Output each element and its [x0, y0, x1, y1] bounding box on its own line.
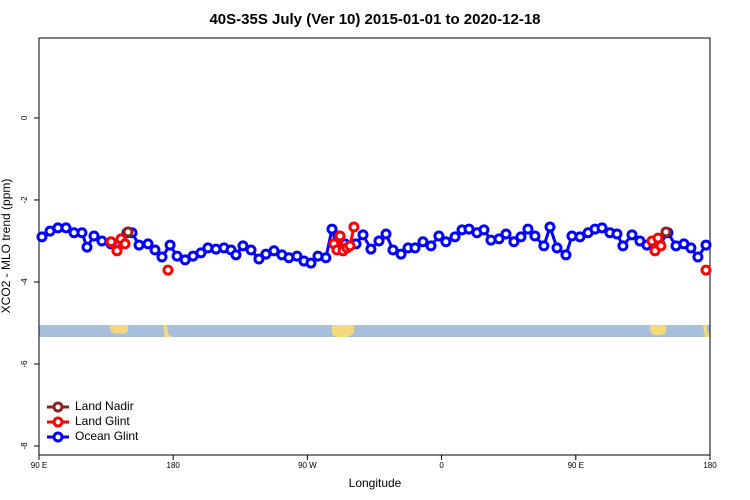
- data-point: [700, 239, 712, 251]
- data-point: [365, 243, 377, 255]
- data-point: [493, 233, 505, 245]
- legend-label: Land Glint: [75, 414, 130, 428]
- data-point: [449, 231, 461, 243]
- data-point: [508, 236, 520, 248]
- data-point: [387, 244, 399, 256]
- data-point: [326, 223, 338, 235]
- map-strip: [39, 325, 710, 338]
- data-point: [105, 236, 117, 248]
- y-tick-label: -2: [20, 196, 29, 204]
- data-point: [60, 222, 72, 234]
- legend-marker: [52, 401, 64, 413]
- data-point: [515, 231, 527, 243]
- data-point: [409, 242, 421, 254]
- x-tick-label: 180: [167, 461, 181, 470]
- legend-label: Land Nadir: [75, 399, 134, 413]
- data-point: [544, 221, 556, 233]
- data-point: [133, 239, 145, 251]
- data-point: [617, 240, 629, 252]
- data-point: [440, 236, 452, 248]
- y-tick-label: 0: [20, 115, 29, 120]
- data-point: [149, 244, 161, 256]
- data-point: [36, 231, 48, 243]
- data-point: [425, 240, 437, 252]
- data-point: [268, 245, 280, 257]
- data-point: [320, 252, 332, 264]
- y-axis-label: XCO2 - MLO trend (ppm): [0, 179, 13, 314]
- data-point: [626, 229, 638, 241]
- y-tick-label: -6: [20, 360, 29, 368]
- legend-marker: [52, 431, 64, 443]
- data-point: [237, 240, 249, 252]
- data-point: [230, 249, 242, 261]
- data-point: [417, 236, 429, 248]
- data-point: [478, 224, 490, 236]
- data-point: [245, 244, 257, 256]
- data-point: [119, 238, 131, 250]
- data-point: [81, 241, 93, 253]
- y-tick-label: -4: [20, 278, 29, 286]
- data-point: [529, 230, 541, 242]
- data-point: [433, 230, 445, 242]
- x-tick-label: 90 E: [568, 461, 584, 470]
- data-point: [88, 230, 100, 242]
- data-point: [253, 253, 265, 265]
- data-point: [156, 251, 168, 263]
- data-point: [538, 240, 550, 252]
- data-point: [96, 235, 108, 247]
- x-tick-label: 180: [703, 461, 717, 470]
- data-point: [111, 245, 123, 257]
- data-point: [76, 227, 88, 239]
- data-point: [122, 226, 134, 238]
- data-point: [596, 222, 608, 234]
- data-point: [305, 257, 317, 269]
- data-point: [380, 228, 392, 240]
- legend-label: Ocean Glint: [75, 429, 139, 443]
- data-point: [560, 249, 572, 261]
- data-point: [522, 223, 534, 235]
- data-point: [373, 235, 385, 247]
- y-tick-label: -8: [20, 442, 29, 450]
- data-point: [685, 242, 697, 254]
- data-point: [348, 221, 360, 233]
- data-point: [142, 238, 154, 250]
- data-point: [334, 230, 346, 242]
- x-tick-label: 0: [439, 461, 444, 470]
- x-axis-label: Longitude: [349, 476, 402, 490]
- data-point: [611, 228, 623, 240]
- data-point: [692, 251, 704, 263]
- data-point: [655, 240, 667, 252]
- data-point: [700, 264, 712, 276]
- x-tick-label: 90 E: [31, 461, 47, 470]
- data-point: [164, 239, 176, 251]
- data-point: [291, 250, 303, 262]
- data-point: [551, 242, 563, 254]
- legend-marker: [52, 416, 64, 428]
- data-point: [162, 264, 174, 276]
- data-point: [500, 228, 512, 240]
- data-point: [574, 231, 586, 243]
- data-point: [660, 226, 672, 238]
- x-tick-label: 90 W: [298, 461, 317, 470]
- data-point: [357, 229, 369, 241]
- data-point: [344, 240, 356, 252]
- data-point: [395, 248, 407, 260]
- chart-title: 40S-35S July (Ver 10) 2015-01-01 to 2020…: [209, 11, 540, 28]
- data-point: [195, 247, 207, 259]
